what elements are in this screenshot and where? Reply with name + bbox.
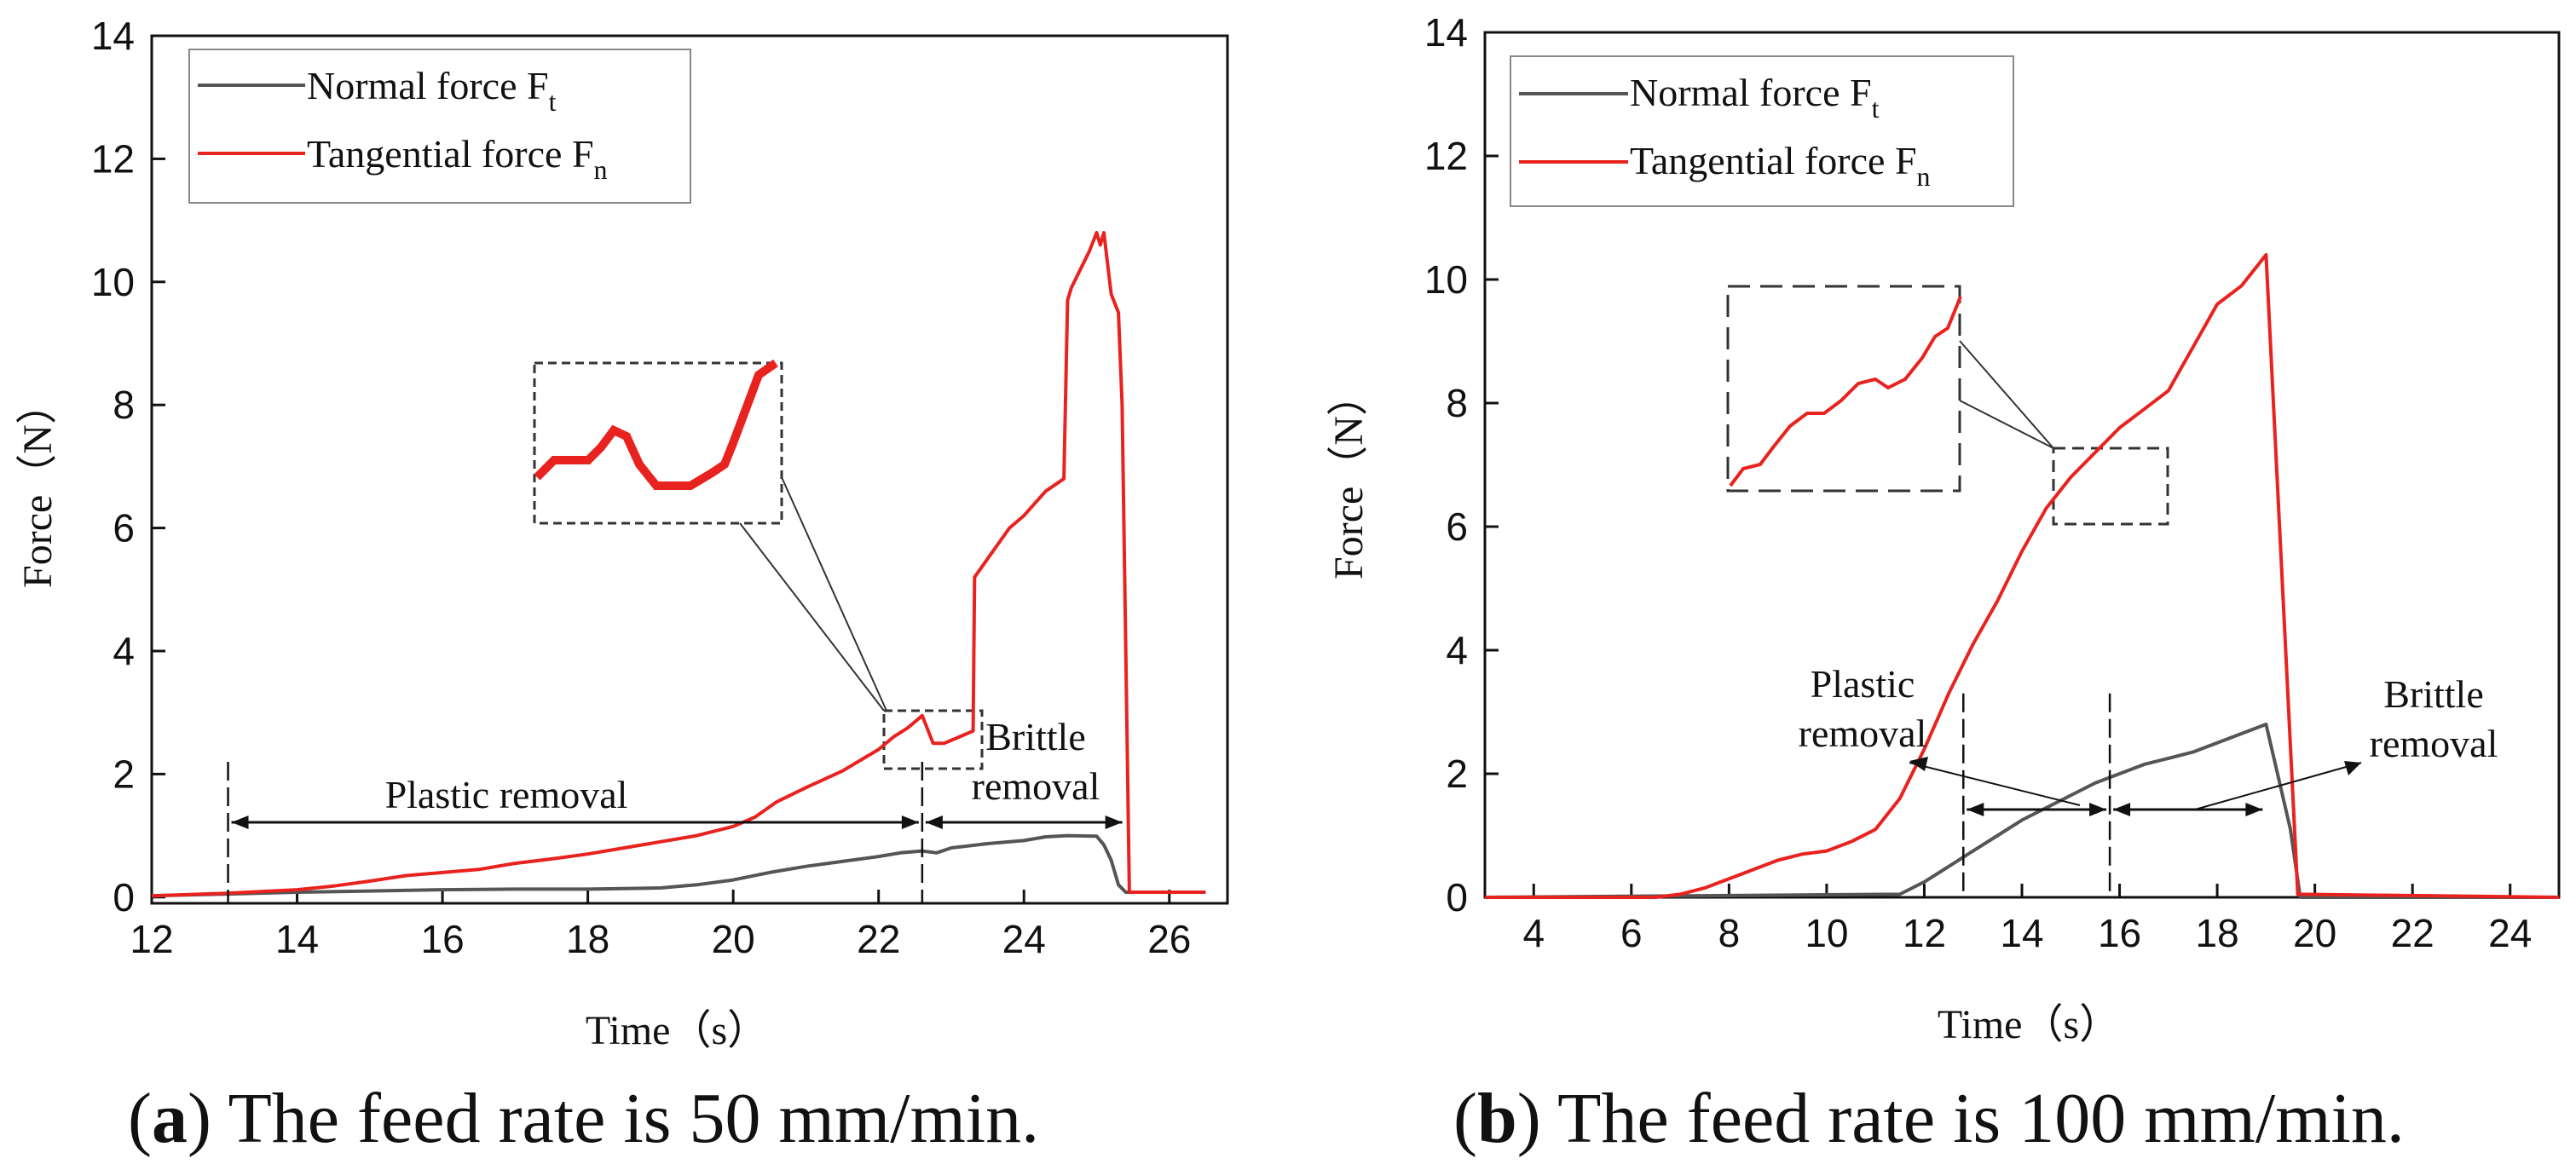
y-tick-label-b: 0 [1446, 875, 1468, 919]
x-tick-label-b: 12 [1903, 911, 1946, 955]
y-tick-label-b: 6 [1446, 504, 1468, 549]
arrowhead-left-b [2113, 803, 2131, 816]
y-tick-label-a: 2 [113, 752, 135, 796]
x-tick-label-a: 12 [130, 917, 173, 961]
legend-normal-label-b: Normal force Ft [1630, 71, 1880, 124]
pointer-line-b [2194, 762, 2362, 810]
annotation-label-b: removal [1799, 712, 1927, 755]
y-tick-label-a: 10 [91, 260, 135, 304]
x-tick-label-b: 10 [1805, 911, 1848, 955]
x-tick-label-b: 20 [2293, 911, 2336, 955]
x-tick-label-b: 6 [1620, 911, 1643, 955]
series-line-tangential-a [151, 231, 1206, 898]
arrowhead-right-b [2089, 803, 2107, 816]
x-tick-label-a: 18 [566, 917, 609, 961]
x-tick-label-a: 14 [275, 917, 319, 961]
annotation-label-b: removal [2370, 722, 2498, 765]
y-tick-label-a: 6 [113, 506, 135, 550]
x-axis-label-b: Time（s） [1938, 1002, 2120, 1047]
plot-frame-a [150, 34, 1229, 905]
series-line-normal-b [1484, 723, 2559, 899]
y-tick-label-a: 0 [113, 875, 135, 919]
arrowhead-left-a [231, 816, 249, 829]
annotation-label-b: Plastic [1811, 662, 1915, 706]
y-tick-label-a: 14 [91, 14, 135, 58]
x-tick-label-a: 22 [857, 917, 900, 961]
legend-tangential-label-a: Tangential force Fn [307, 132, 608, 185]
x-tick-label-b: 24 [2488, 911, 2532, 955]
y-tick-label-a: 4 [113, 629, 135, 673]
y-tick-label-b: 4 [1446, 628, 1468, 672]
arrowhead-right-a [901, 816, 919, 829]
x-tick-label-a: 16 [420, 917, 464, 961]
arrowhead-left-a [925, 816, 943, 829]
arrowhead-right-b [2245, 803, 2263, 816]
pointer-arrowhead-b [2344, 761, 2361, 775]
zoom-inset-a [533, 359, 984, 770]
y-axis-label-b: Force（N） [1326, 375, 1372, 579]
x-tick-label-b: 22 [2391, 911, 2434, 955]
y-tick-label-a: 12 [91, 136, 135, 181]
series-line-tangential-b [1485, 253, 2560, 899]
x-tick-label-a: 20 [712, 917, 755, 961]
pointer-line-b [1909, 762, 2081, 806]
y-tick-label-a: 8 [113, 383, 135, 427]
legend-normal-label-a: Normal force Ft [307, 64, 557, 117]
y-axis-label-a: Force（N） [15, 383, 61, 588]
x-tick-label-a: 26 [1147, 917, 1191, 961]
zoom-inset-b [1726, 285, 2169, 526]
pointer-arrowhead-b [1909, 757, 1928, 771]
x-tick-label-b: 8 [1718, 911, 1741, 955]
x-tick-label-b: 18 [2196, 911, 2239, 955]
annotation-label-a: Brittle [985, 715, 1086, 758]
y-tick-label-b: 2 [1446, 752, 1468, 796]
annotation-label-b: Brittle [2383, 672, 2484, 716]
y-tick-label-b: 14 [1424, 10, 1468, 55]
x-tick-label-a: 24 [1002, 917, 1046, 961]
arrowhead-right-a [1105, 816, 1123, 829]
series-line-normal-a [151, 833, 1206, 898]
x-tick-label-b: 16 [2098, 911, 2141, 955]
caption-b: (b) The feed rate is 100 mm/min. [1453, 1079, 2405, 1158]
annotation-label-a: Plastic removal [385, 773, 628, 816]
legend-b: Normal force Ft Tangential force Fn [1510, 55, 2014, 207]
x-tick-label-b: 14 [2000, 911, 2043, 955]
legend-a: Normal force Ft Tangential force Fn [188, 49, 691, 204]
x-tick-label-b: 4 [1522, 911, 1545, 955]
legend-tangential-label-b: Tangential force Fn [1630, 139, 1931, 192]
arrowhead-left-b [1967, 803, 1984, 816]
y-tick-label-b: 10 [1424, 257, 1468, 302]
annotation-label-a: removal [972, 764, 1100, 808]
y-tick-label-b: 12 [1424, 134, 1468, 178]
y-tick-label-b: 8 [1446, 381, 1468, 425]
x-axis-label-a: Time（s） [586, 1008, 768, 1053]
caption-a: (a) The feed rate is 50 mm/min. [128, 1079, 1039, 1158]
